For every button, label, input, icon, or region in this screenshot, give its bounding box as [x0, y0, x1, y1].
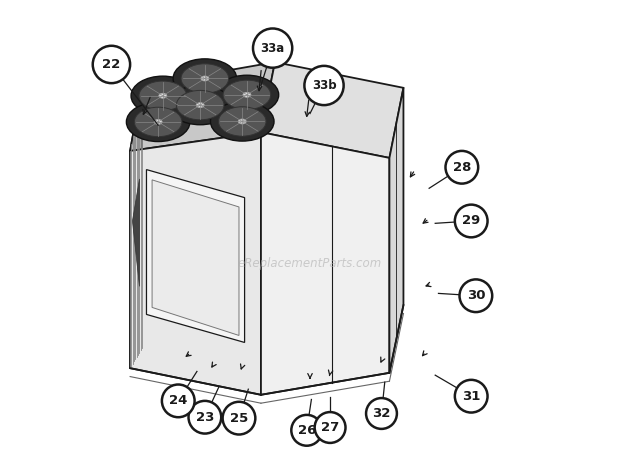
Ellipse shape	[176, 90, 224, 120]
Ellipse shape	[218, 107, 266, 136]
Text: 22: 22	[102, 58, 120, 71]
Ellipse shape	[197, 102, 204, 108]
Circle shape	[446, 151, 478, 184]
Text: 32: 32	[372, 407, 391, 420]
Polygon shape	[389, 88, 404, 373]
Text: 26: 26	[298, 424, 316, 437]
Polygon shape	[130, 62, 275, 151]
Polygon shape	[152, 180, 239, 336]
Circle shape	[253, 29, 292, 68]
Ellipse shape	[201, 76, 209, 81]
Text: 28: 28	[453, 161, 471, 174]
Polygon shape	[130, 86, 142, 368]
Polygon shape	[130, 132, 261, 395]
Circle shape	[455, 204, 487, 237]
Ellipse shape	[181, 64, 229, 93]
Ellipse shape	[169, 86, 232, 125]
Ellipse shape	[173, 59, 237, 98]
Ellipse shape	[238, 119, 246, 124]
Ellipse shape	[159, 94, 167, 98]
Circle shape	[304, 66, 343, 105]
Circle shape	[162, 384, 195, 417]
Text: 29: 29	[462, 214, 480, 227]
Ellipse shape	[154, 119, 162, 125]
Text: 33a: 33a	[260, 42, 285, 55]
Text: 24: 24	[169, 394, 187, 407]
Ellipse shape	[215, 75, 279, 115]
Polygon shape	[146, 170, 244, 343]
Text: 25: 25	[230, 412, 248, 425]
Ellipse shape	[243, 93, 251, 97]
Polygon shape	[261, 132, 389, 395]
Polygon shape	[261, 62, 404, 158]
Circle shape	[455, 380, 487, 413]
Circle shape	[459, 279, 492, 312]
Text: 27: 27	[321, 421, 339, 434]
Circle shape	[315, 412, 345, 443]
Text: eReplacementParts.com: eReplacementParts.com	[238, 257, 382, 269]
Text: 30: 30	[467, 289, 485, 302]
Polygon shape	[133, 179, 140, 286]
Text: 31: 31	[462, 390, 480, 403]
Ellipse shape	[135, 107, 182, 137]
Circle shape	[188, 401, 221, 433]
Circle shape	[93, 46, 130, 83]
Text: 23: 23	[196, 411, 214, 424]
Circle shape	[223, 402, 255, 434]
Ellipse shape	[126, 102, 190, 141]
Text: 33b: 33b	[312, 79, 336, 92]
Circle shape	[291, 415, 322, 446]
Circle shape	[366, 398, 397, 429]
Ellipse shape	[131, 76, 195, 116]
Ellipse shape	[139, 81, 187, 110]
Ellipse shape	[210, 102, 274, 141]
Ellipse shape	[223, 80, 271, 110]
